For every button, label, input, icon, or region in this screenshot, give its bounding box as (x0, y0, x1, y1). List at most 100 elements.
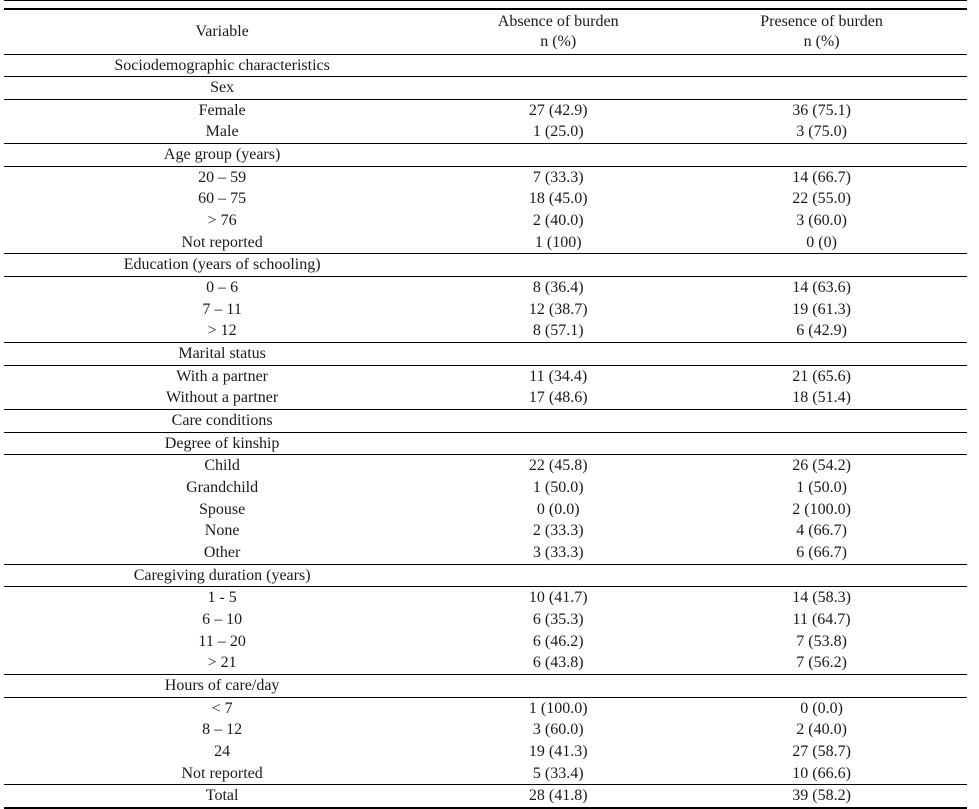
total-cell-presence: 39 (58.2) (792, 787, 851, 805)
cell-variable: Not reported (4, 762, 441, 786)
cell-variable: Not reported (4, 231, 441, 255)
cell-absence: 27 (42.9) (528, 101, 588, 119)
empty-cell (440, 564, 677, 588)
cell-presence: 27 (58.7) (792, 742, 851, 760)
col-header-presence-title: Presence of burden (760, 12, 883, 30)
cell-variable: Child (204, 457, 240, 475)
cell-variable: 0 – 6 (206, 279, 239, 297)
empty-cell (440, 432, 677, 456)
table-row: 8 – 12 3 (60.0) 2 (40.0) (4, 719, 967, 741)
col-header-absence-title: Absence of burden (497, 12, 619, 30)
cell-absence: 8 (36.4) (532, 279, 584, 297)
cell-absence: 6 (46.2) (532, 632, 584, 650)
cell-absence: 3 (60.0) (532, 721, 584, 739)
cell-variable: Other (4, 541, 441, 565)
empty-cell (676, 54, 967, 78)
cell-variable: Female (198, 101, 246, 119)
cell-absence: 18 (45.0) (528, 190, 588, 208)
header-row: Variable Absence of burden n (%) Presenc… (4, 9, 967, 55)
cell-presence: 1 (50.0) (796, 478, 847, 496)
cell-variable: 20 – 59 (198, 168, 247, 186)
table-row: Female 27 (42.9) 36 (75.1) (4, 99, 967, 121)
empty-cell (676, 674, 967, 698)
cell-variable: Spouse (199, 500, 246, 518)
section-label: Education (years of schooling) (4, 253, 441, 278)
cell-absence: 7 (33.3) (532, 168, 584, 186)
section-row: Caregiving duration (years) (4, 564, 967, 588)
section-label: Caregiving duration (years) (4, 564, 441, 588)
col-header-presence: Presence of burden n (%) (676, 9, 967, 55)
cell-variable: 6 – 10 (202, 610, 243, 628)
table-row: Not reported 1 (100) 0 (0) (4, 231, 967, 255)
table-row: 0 – 6 8 (36.4) 14 (63.6) (4, 277, 967, 299)
cell-presence: 14 (63.6) (792, 279, 851, 297)
empty-cell (440, 253, 677, 278)
empty-cell (440, 76, 677, 100)
table-row: 6 – 10 6 (35.3) 11 (64.7) (4, 609, 967, 631)
cell-presence: 3 (75.0) (676, 121, 967, 145)
cell-presence: 22 (55.0) (792, 190, 851, 208)
table-row: Grandchild 1 (50.0) 1 (50.0) (4, 477, 967, 499)
cell-presence: 6 (66.7) (676, 541, 967, 565)
table-row: 1 - 5 10 (41.7) 14 (58.3) (4, 587, 967, 609)
table-body: Sociodemographic characteristics Sex Femal… (4, 54, 967, 808)
cell-absence: 1 (25.0) (440, 121, 677, 145)
cell-absence: 6 (35.3) (532, 610, 584, 628)
cell-variable: Grandchild (186, 478, 259, 496)
cell-variable: Male (4, 121, 441, 145)
cell-absence: 2 (40.0) (532, 212, 584, 230)
cell-variable: > 21 (4, 652, 441, 675)
empty-cell (676, 76, 967, 100)
table-row: > 76 2 (40.0) 3 (60.0) (4, 210, 967, 232)
section-label: Age group (years) (4, 143, 441, 167)
table-row: 20 – 59 7 (33.3) 14 (66.7) (4, 166, 967, 188)
cell-presence: 11 (64.7) (792, 610, 851, 628)
cell-presence: 36 (75.1) (792, 101, 851, 119)
table-row: 11 – 20 6 (46.2) 7 (53.8) (4, 631, 967, 653)
cell-variable: < 7 (211, 699, 233, 717)
section-row: Degree of kinship (4, 432, 967, 456)
table-row: Male 1 (25.0) 3 (75.0) (4, 121, 967, 145)
table-row: 7 – 11 12 (38.7) 19 (61.3) (4, 299, 967, 321)
empty-cell (676, 253, 967, 278)
section-row: Education (years of schooling) (4, 253, 967, 278)
section-row: Marital status (4, 342, 967, 366)
section-label: Hours of care/day (4, 674, 441, 698)
section-row: Sex (4, 76, 967, 100)
cell-variable: 1 - 5 (207, 589, 237, 607)
col-header-presence-unit: n (%) (803, 32, 840, 50)
table-row: 60 – 75 18 (45.0) 22 (55.0) (4, 188, 967, 210)
cell-presence: 6 (42.9) (676, 320, 967, 344)
cell-presence: 0 (0) (676, 231, 967, 255)
cell-presence: 26 (54.2) (792, 457, 851, 475)
col-header-variable: Variable (4, 9, 441, 55)
section-label: Degree of kinship (4, 432, 441, 456)
cell-absence: 19 (41.3) (528, 742, 588, 760)
empty-cell (676, 564, 967, 588)
empty-cell (440, 54, 677, 78)
cell-absence: 10 (41.7) (528, 589, 588, 607)
table-row: Child 22 (45.8) 26 (54.2) (4, 455, 967, 477)
cell-variable: 7 – 11 (202, 300, 242, 318)
empty-cell (676, 432, 967, 456)
cell-variable: 60 – 75 (198, 190, 247, 208)
cell-presence: 2 (40.0) (796, 721, 847, 739)
cell-presence: 7 (56.2) (676, 652, 967, 675)
empty-cell (676, 409, 967, 433)
empty-cell (440, 143, 677, 167)
cell-absence: 8 (57.1) (440, 320, 677, 344)
cell-variable: With a partner (176, 367, 268, 385)
table-row: Other 3 (33.3) 6 (66.7) (4, 541, 967, 565)
cell-presence: 10 (66.6) (676, 762, 967, 786)
empty-cell (440, 342, 677, 366)
cell-absence: 3 (33.3) (440, 541, 677, 565)
table-row: < 7 1 (100.0) 0 (0.0) (4, 697, 967, 719)
empty-cell (676, 143, 967, 167)
empty-cell (440, 409, 677, 433)
cell-absence: 12 (38.7) (528, 300, 588, 318)
total-row: Total 28 (41.8) 39 (58.2) (4, 785, 967, 808)
cell-presence: 3 (60.0) (796, 212, 847, 230)
cell-absence: 6 (43.8) (440, 652, 677, 675)
cell-variable: > 76 (207, 212, 237, 230)
total-cell-absence: 28 (41.8) (528, 787, 588, 805)
